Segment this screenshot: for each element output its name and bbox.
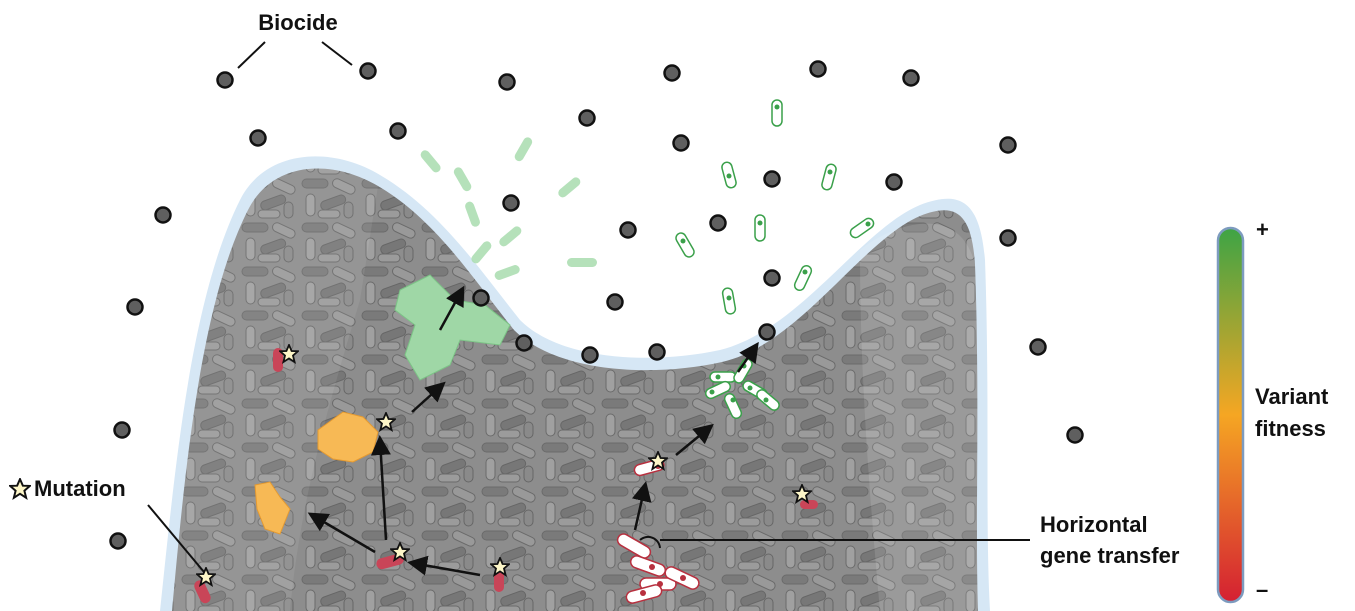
fitness-scale — [1216, 226, 1245, 604]
leader-line — [147, 504, 205, 573]
intermediate-cells — [254, 411, 379, 535]
hgt-label: gene transfer — [1040, 543, 1180, 568]
fitness-title: fitness — [1255, 416, 1326, 441]
biofilm-shade — [860, 223, 978, 611]
leader-line — [321, 41, 353, 66]
fitness-low: – — [1256, 577, 1268, 602]
hgt-label: Horizontal — [1040, 512, 1148, 537]
arrows — [307, 285, 759, 577]
resistant-cells — [675, 99, 875, 420]
biofilm — [172, 168, 978, 611]
mutant-cells — [194, 344, 818, 604]
hgt-cells — [616, 458, 700, 604]
biocide-label: Biocide — [258, 10, 337, 35]
fitness-high: + — [1256, 217, 1269, 242]
fit-variant-cells — [394, 137, 597, 381]
fitness-title: Variant — [1255, 384, 1329, 409]
mutation-label: Mutation — [34, 476, 126, 501]
leader-line — [237, 41, 266, 69]
biofilm-shade — [172, 168, 378, 611]
biocide-molecules — [109, 60, 1084, 550]
mutation-icon — [9, 478, 31, 499]
